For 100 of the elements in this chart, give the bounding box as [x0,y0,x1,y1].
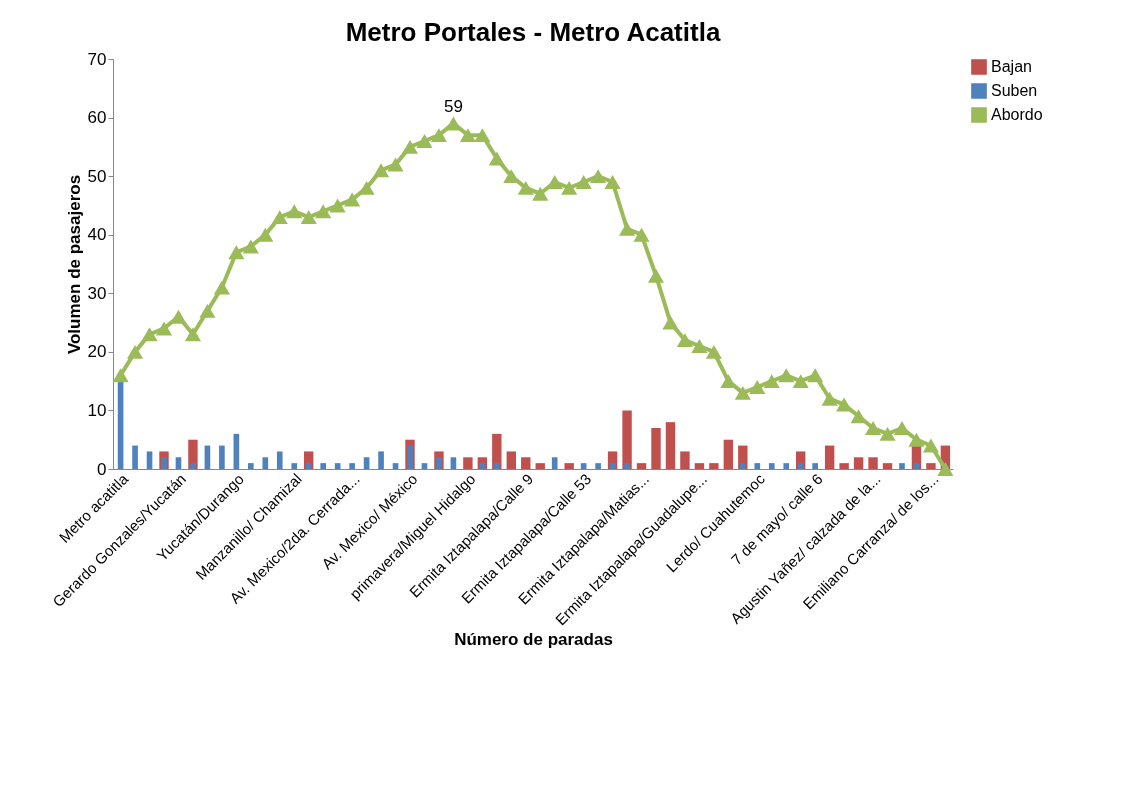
point [373,163,390,178]
bar [521,457,531,469]
bar [768,463,775,469]
bar [378,451,384,469]
bar [624,463,630,469]
bar [812,463,818,469]
point [763,374,780,389]
point [344,192,361,207]
bar [320,463,326,469]
point [590,169,607,184]
bar [636,463,647,469]
bar [797,463,804,469]
point [286,204,303,219]
y-tick-label: 60 [87,108,107,128]
bar [783,463,790,469]
point [430,128,448,143]
y-tick-label: 40 [87,225,107,245]
y-tick-label: 10 [87,400,107,420]
bar [868,457,878,469]
y-tick-label: 20 [87,342,107,362]
bar [175,457,182,469]
point [199,303,216,318]
point [141,327,158,342]
bar [248,463,254,469]
point [257,227,274,242]
bar [882,463,893,469]
chart-title: Metro Portales - Metro Acatitla [345,17,721,47]
bar [291,463,298,469]
y-tick-label: 30 [87,283,107,303]
x-axis-title: Número de paradas [454,630,613,650]
y-tick-label: 70 [87,49,107,69]
point [937,462,954,476]
bar [436,457,442,469]
bar [853,457,864,469]
bar [709,463,719,469]
point [662,315,679,330]
bar [680,451,690,469]
point [575,175,592,189]
point [807,368,824,383]
bar [334,463,341,469]
bar [407,445,413,469]
point [604,175,621,189]
point [228,245,245,260]
bar [479,463,486,469]
point [387,157,404,172]
point [300,210,317,225]
bar [463,457,473,469]
point [459,128,476,143]
point [170,309,187,324]
y-tick-label: 50 [87,166,107,186]
bar [219,445,225,469]
point [155,321,173,336]
bar [609,463,616,469]
bar [665,422,676,469]
bar [551,457,558,469]
point [618,221,636,236]
point [792,374,809,389]
point [778,368,795,383]
point [127,344,144,359]
point [532,186,549,201]
bar [694,463,705,469]
point [112,368,129,383]
point [416,134,433,148]
bar [494,463,500,469]
bar [564,463,574,469]
bar [349,463,355,469]
point [850,409,867,424]
bar [535,463,545,469]
point [647,268,665,283]
point [488,151,505,166]
point [184,327,202,342]
y-axis-title: Volumen de pasajeros [64,174,84,355]
legend-label: Abordo [991,106,1043,123]
bar [132,445,138,469]
point [242,239,259,254]
point [445,116,462,131]
point [517,180,534,195]
point [213,280,230,295]
point [474,128,491,143]
point [561,180,578,195]
bar [839,463,849,469]
point [271,210,288,225]
bar [492,433,502,469]
bar [899,463,905,469]
point [864,421,882,435]
point [315,204,332,219]
bar [824,445,835,469]
point [821,391,838,406]
bar [190,463,196,469]
data-label: 59 [443,97,463,117]
point [749,380,766,394]
point [676,333,693,348]
bar [276,451,283,469]
bar [651,428,661,469]
point [633,227,650,242]
bar [754,463,761,469]
bar [595,463,601,469]
point [401,139,419,154]
bar [580,463,587,469]
bar [421,463,428,469]
